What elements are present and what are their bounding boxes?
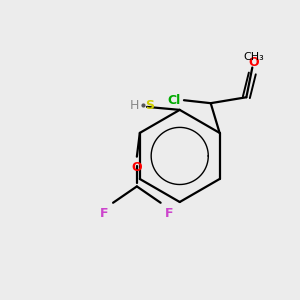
Text: O: O	[131, 161, 142, 174]
Text: S: S	[146, 99, 154, 112]
Text: F: F	[100, 207, 109, 220]
Text: Cl: Cl	[168, 94, 181, 107]
Text: O: O	[248, 56, 259, 69]
Text: H: H	[130, 99, 140, 112]
Text: F: F	[165, 207, 174, 220]
Text: CH₃: CH₃	[243, 52, 264, 62]
